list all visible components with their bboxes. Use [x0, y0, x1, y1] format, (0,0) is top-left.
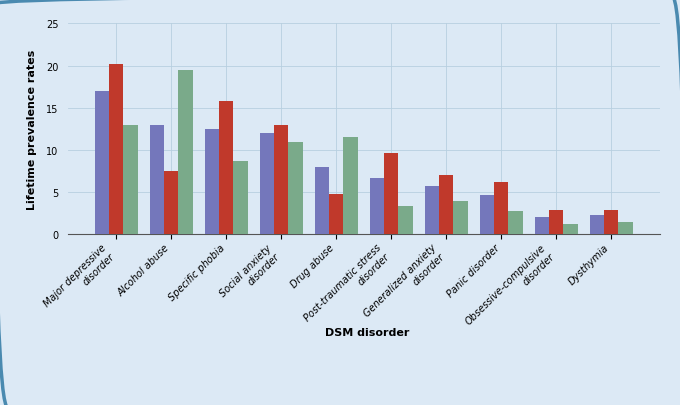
Bar [480, 195, 494, 235]
Y-axis label: Lifetime prevalence rates: Lifetime prevalence rates [27, 50, 37, 209]
Bar [95, 92, 109, 235]
Bar [590, 215, 604, 235]
Bar [150, 126, 164, 235]
Bar [535, 217, 549, 235]
Bar [274, 126, 288, 235]
Bar [370, 179, 384, 235]
Bar [109, 65, 124, 235]
Bar [425, 187, 439, 235]
Bar [205, 130, 219, 235]
Bar [509, 211, 523, 235]
Bar [178, 70, 192, 235]
Bar [398, 206, 413, 235]
Bar [549, 211, 564, 235]
Bar [564, 224, 578, 235]
Bar [315, 168, 329, 235]
Bar [604, 211, 618, 235]
Bar [233, 162, 248, 235]
Bar [288, 142, 303, 235]
Bar [618, 222, 632, 235]
Bar [494, 183, 509, 235]
Bar [219, 102, 233, 235]
Bar [343, 138, 358, 235]
Bar [329, 194, 343, 235]
Bar [164, 172, 178, 235]
Text: DSM disorder: DSM disorder [325, 327, 409, 337]
Bar [124, 126, 138, 235]
Bar [260, 134, 274, 235]
Bar [384, 154, 398, 235]
Bar [439, 175, 454, 235]
Bar [454, 201, 468, 235]
